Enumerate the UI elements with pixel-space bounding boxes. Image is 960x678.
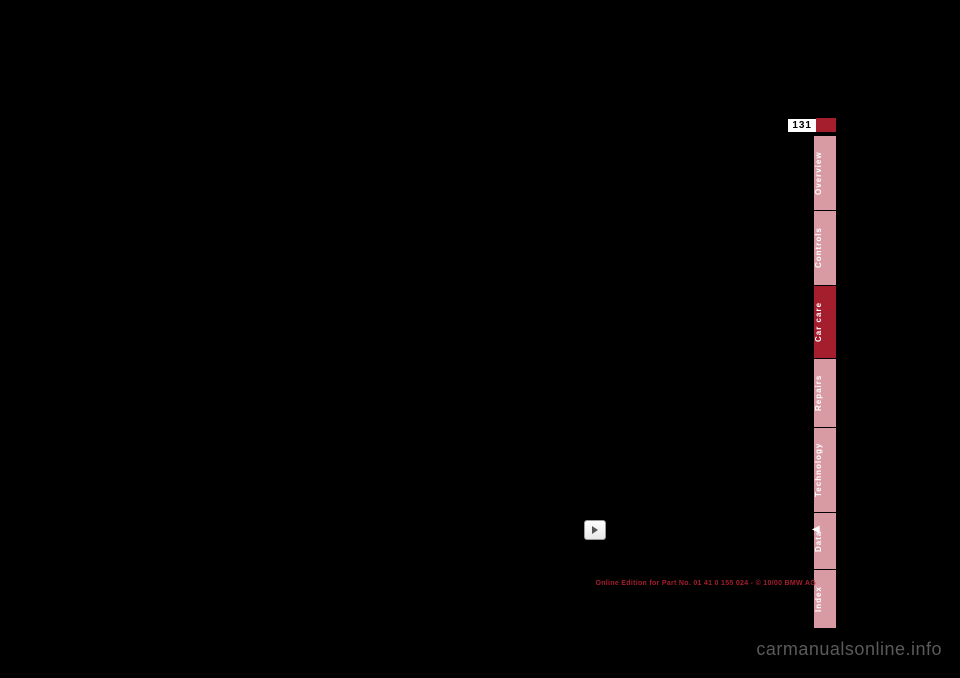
- tab-controls[interactable]: Controls: [814, 211, 836, 285]
- tab-overview[interactable]: Overview: [814, 136, 836, 210]
- tab-index[interactable]: Index: [814, 570, 836, 628]
- tab-technology[interactable]: Technology: [814, 428, 836, 512]
- page-number-block: 131: [788, 118, 836, 132]
- page-number: 131: [788, 119, 816, 132]
- forward-icon[interactable]: [584, 520, 606, 540]
- footer-text: Online Edition for Part No. 01 41 0 155 …: [595, 580, 816, 587]
- section-tabs: OverviewControlsCar careRepairsTechnolog…: [814, 136, 836, 629]
- watermark: carmanualsonline.info: [756, 639, 942, 660]
- tab-car-care[interactable]: Car care: [814, 286, 836, 358]
- back-arrow-glyph: ◀: [812, 524, 820, 535]
- page-number-accent: [816, 118, 836, 132]
- tab-repairs[interactable]: Repairs: [814, 359, 836, 427]
- back-icon[interactable]: ◀: [812, 524, 832, 542]
